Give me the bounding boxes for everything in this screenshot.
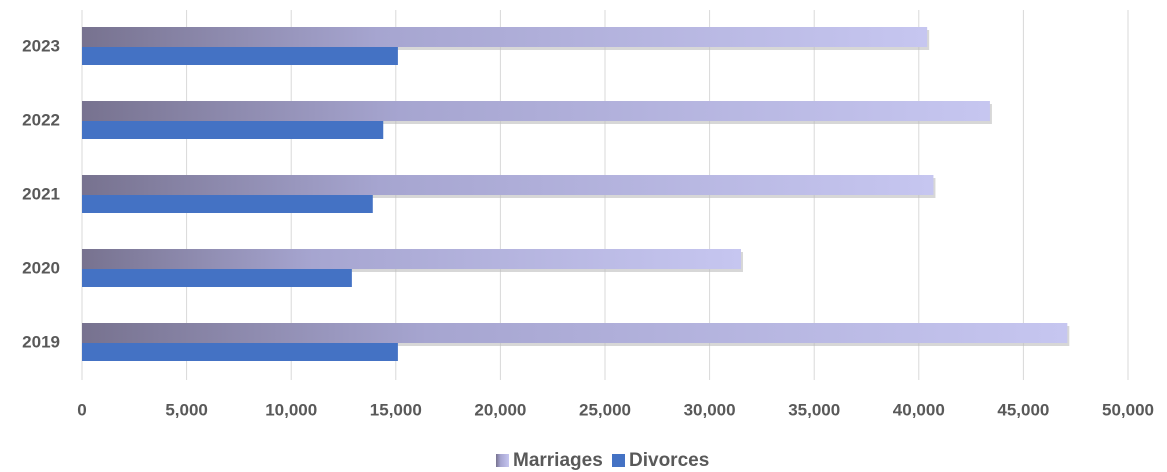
bar (82, 249, 741, 269)
x-tick-label: 50,000 (1102, 400, 1154, 419)
bar (82, 269, 352, 287)
x-tick-label: 35,000 (788, 400, 840, 419)
legend-label: Divorces (629, 450, 709, 471)
x-tick-label: 20,000 (474, 400, 526, 419)
bar (82, 323, 1068, 343)
legend-swatch (496, 454, 509, 467)
bar (82, 195, 373, 213)
x-tick-label: 0 (77, 400, 86, 419)
bar (82, 101, 990, 121)
y-tick-label: 2023 (22, 36, 60, 55)
y-tick-label: 2022 (22, 110, 60, 129)
legend-label: Marriages (513, 450, 603, 471)
legend-swatch (612, 454, 625, 467)
y-tick-label: 2021 (22, 184, 60, 203)
x-tick-label: 25,000 (579, 400, 631, 419)
x-tick-label: 40,000 (893, 400, 945, 419)
x-tick-label: 5,000 (165, 400, 208, 419)
y-tick-label: 2019 (22, 332, 60, 351)
bar (82, 47, 398, 65)
bar (82, 121, 384, 139)
x-tick-label: 10,000 (265, 400, 317, 419)
x-tick-label: 15,000 (370, 400, 422, 419)
bar (82, 175, 934, 195)
bar (82, 343, 398, 361)
x-tick-label: 45,000 (997, 400, 1049, 419)
x-tick-label: 30,000 (684, 400, 736, 419)
y-tick-label: 2020 (22, 258, 60, 277)
bar (82, 27, 928, 47)
